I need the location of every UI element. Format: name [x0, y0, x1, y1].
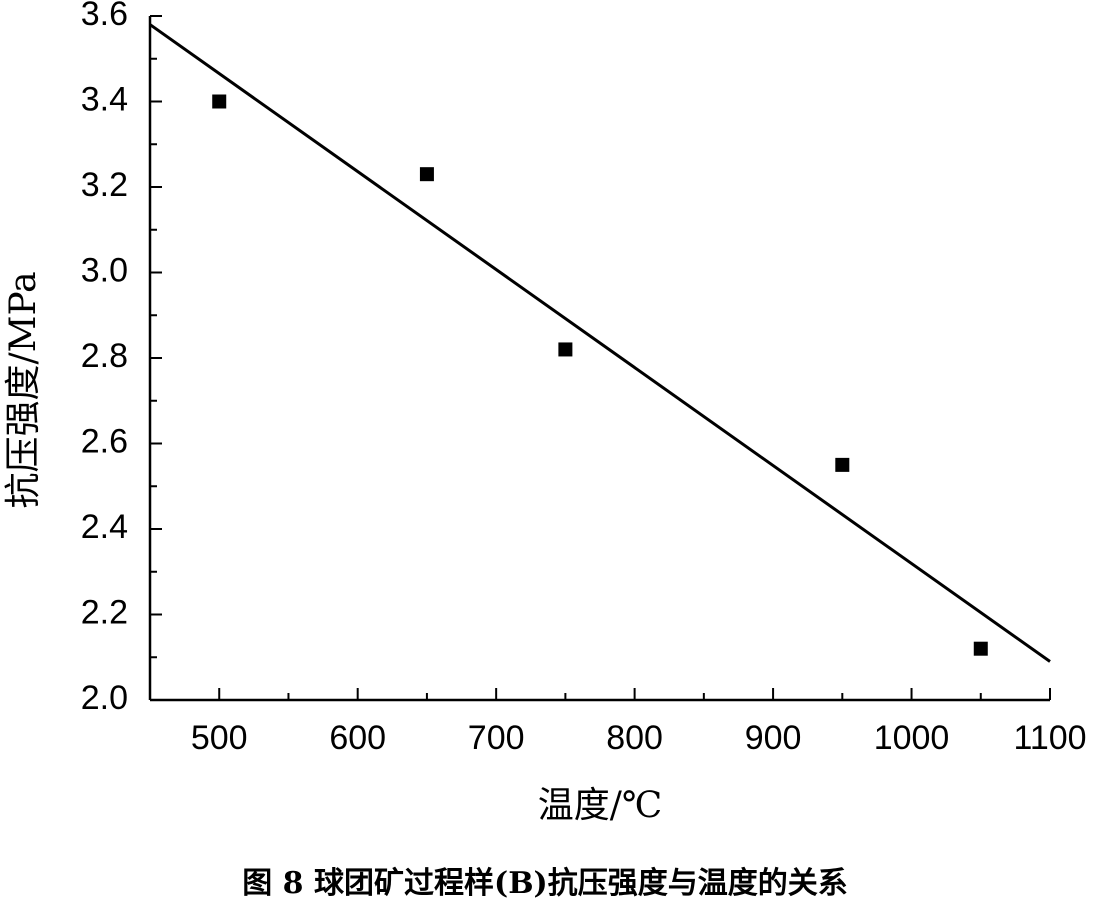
fit-line	[149, 23, 1051, 663]
x-tick-label: 700	[468, 719, 525, 757]
x-tick-label: 500	[191, 719, 248, 757]
data-point	[212, 94, 227, 109]
y-tick-label: 2.4	[81, 508, 128, 546]
data-point	[835, 457, 850, 472]
x-tick-label: 800	[606, 719, 663, 757]
x-tick-label: 1000	[874, 719, 950, 757]
y-tick-label: 2.0	[81, 679, 128, 717]
data-point	[973, 641, 988, 656]
y-tick-label: 2.2	[81, 593, 128, 631]
y-tick-label: 3.4	[81, 80, 128, 118]
x-tick-label: 600	[329, 719, 386, 757]
y-tick-label: 2.6	[81, 422, 128, 460]
y-axis-label: 抗压强度/MPa	[3, 271, 44, 508]
x-tick-label: 1100	[1013, 719, 1086, 757]
y-tick-label: 3.6	[81, 0, 128, 33]
x-axis-label: 温度/℃	[538, 785, 662, 826]
y-tick-label: 3.2	[81, 166, 128, 204]
x-tick-label: 900	[745, 719, 802, 757]
y-tick-label: 3.0	[81, 251, 128, 289]
y-tick-label: 2.8	[81, 337, 128, 375]
data-point	[558, 342, 573, 357]
data-point	[419, 167, 434, 182]
caption: 图 8 球团矿过程样(B)抗压强度与温度的关系	[242, 866, 848, 901]
